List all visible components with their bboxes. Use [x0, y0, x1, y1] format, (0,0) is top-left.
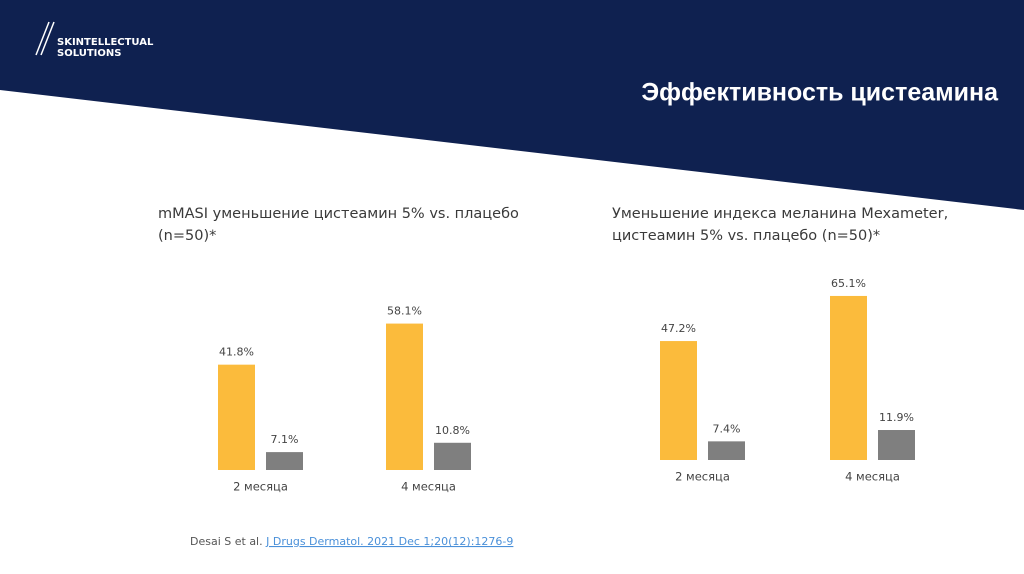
citation-link[interactable]: J Drugs Dermatol. 2021 Dec 1;20(12):1276… — [265, 535, 513, 548]
category-label: 2 месяца — [675, 470, 730, 484]
bar — [878, 430, 915, 460]
category-label: 4 месяца — [845, 470, 900, 484]
slide-title: Эффективность цистеамина — [641, 79, 999, 107]
chart-title: mMASI уменьшение цистеамин 5% vs. плацеб… — [158, 206, 519, 244]
value-label: 7.1% — [271, 433, 299, 446]
citation: Desai S et al. J Drugs Dermatol. 2021 De… — [190, 535, 513, 548]
bar — [386, 323, 423, 470]
citation-author: Desai S et al. — [190, 535, 263, 548]
value-label: 10.8% — [435, 424, 470, 437]
value-label: 58.1% — [387, 305, 422, 318]
value-label: 7.4% — [713, 422, 741, 435]
bar — [830, 295, 867, 460]
bar — [708, 441, 745, 460]
bar — [218, 364, 255, 470]
value-label: 47.2% — [661, 322, 696, 335]
logo-line: SKINTELLECTUAL — [57, 37, 154, 48]
logo-slash — [35, 21, 50, 56]
category-label: 2 месяца — [233, 480, 288, 494]
chart-title: Уменьшение индекса меланина Mexameter, ц… — [612, 206, 949, 244]
bar — [266, 452, 303, 470]
value-label: 41.8% — [219, 346, 254, 359]
bar — [434, 442, 471, 470]
logo-slash — [40, 21, 55, 56]
bar — [660, 341, 697, 460]
header-band — [0, 0, 1024, 210]
value-label: 11.9% — [879, 411, 914, 424]
logo-line: SOLUTIONS — [57, 48, 121, 59]
category-label: 4 месяца — [401, 480, 456, 494]
value-label: 65.1% — [831, 277, 866, 290]
